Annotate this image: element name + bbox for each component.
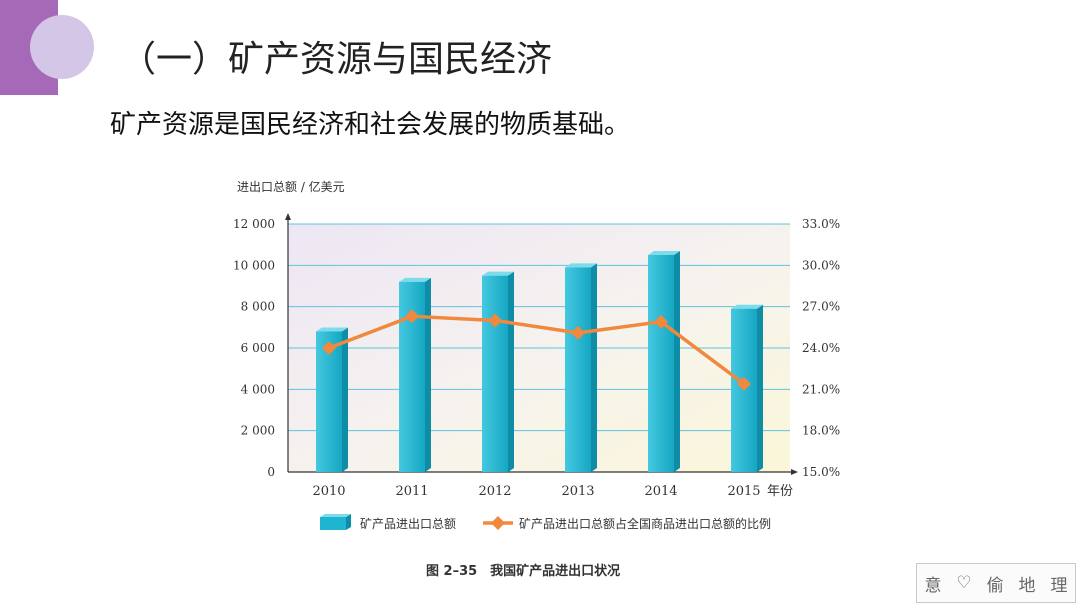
x-tick-label: 2011 (395, 484, 428, 499)
y2-tick-label: 15.0% (802, 465, 840, 479)
bar-side (757, 304, 763, 472)
y-axis-arrow (285, 213, 291, 220)
y2-tick-label: 24.0% (802, 341, 840, 355)
bar (648, 255, 674, 472)
line-point (488, 313, 502, 328)
line-point (405, 309, 419, 324)
y-tick-label: 10 000 (233, 258, 275, 272)
y2-tick-label: 33.0% (802, 217, 840, 231)
bar-top (316, 327, 348, 332)
bar-top (565, 263, 597, 268)
watermark-char: 意 (924, 575, 942, 596)
line-point (737, 376, 751, 391)
legend-label: 矿产品进出口总额占全国商品进出口总额的比例 (519, 516, 771, 531)
bar (565, 267, 591, 472)
x-axis-title: 年份 (767, 484, 793, 499)
legend-swatch-bars (320, 517, 346, 530)
watermark-stamp: 意 ♡ 偷 地 理 (916, 563, 1076, 603)
bar-side (508, 271, 514, 472)
slide-subtitle: 矿产资源是国民经济和社会发展的物质基础。 (110, 110, 631, 140)
line-point (571, 325, 585, 340)
x-tick-label: 2010 (312, 484, 345, 499)
corner-accent-circle (30, 15, 94, 79)
bar-top (648, 251, 680, 255)
line-series (328, 314, 746, 386)
x-tick-label: 2013 (561, 484, 594, 499)
bar-top (399, 277, 431, 282)
y-tick-label: 6 000 (241, 341, 275, 355)
chart-caption: 图 2–35 我国矿产品进出口状况 (426, 563, 620, 579)
watermark-char: 理 (1050, 575, 1068, 596)
legend-label: 矿产品进出口总额 (360, 517, 456, 531)
bar-side (591, 263, 597, 472)
y2-tick-label: 18.0% (802, 424, 840, 438)
bar-top (731, 304, 763, 309)
y-tick-label: 2 000 (241, 424, 275, 438)
x-axis-arrow (791, 469, 798, 475)
y-axis-title: 进出口总额 / 亿美元 (237, 179, 345, 194)
legend-swatch-bars-side (346, 514, 351, 530)
y-tick-label: 4 000 (241, 382, 275, 396)
line-point (654, 314, 668, 329)
legend-swatch-bars-top (320, 514, 351, 517)
bar (482, 275, 508, 472)
slide-title: （一）矿产资源与国民经济 (120, 39, 553, 80)
y-tick-label: 8 000 (241, 300, 275, 314)
watermark-char: 地 (1018, 575, 1036, 596)
y2-tick-label: 21.0% (802, 382, 840, 396)
line-point (322, 341, 336, 355)
y2-tick-label: 30.0% (802, 258, 840, 272)
x-tick-label: 2015 (727, 484, 760, 499)
y-tick-label: 12 000 (233, 217, 275, 231)
y-tick-label: 0 (267, 465, 275, 479)
bar-top (482, 271, 514, 276)
watermark-char: ♡ (956, 573, 972, 593)
bar-side (342, 327, 348, 472)
bar-side (425, 277, 431, 472)
x-tick-label: 2012 (478, 484, 511, 499)
bar-side (674, 251, 680, 472)
y2-tick-label: 27.0% (802, 300, 840, 314)
legend-swatch-marker (491, 516, 505, 530)
x-tick-label: 2014 (644, 484, 677, 499)
watermark-char: 偷 (986, 575, 1004, 596)
